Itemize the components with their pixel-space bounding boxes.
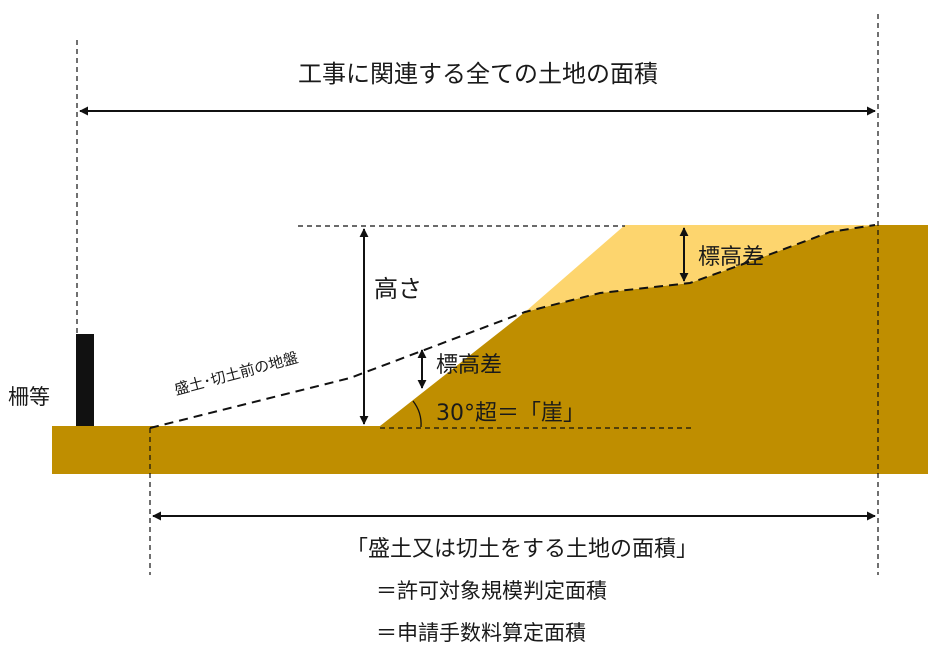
fee-area-label: ＝申請手数料算定面積	[376, 621, 586, 645]
elevation-diff-upper-label: 標高差	[698, 245, 764, 270]
cliff-label: 30°超＝「崖」	[436, 401, 585, 426]
ground-body	[52, 225, 928, 474]
original-ground-label: 盛土･切土前の地盤	[172, 348, 300, 398]
fence-post	[76, 334, 94, 426]
original-ground-line	[149, 224, 876, 429]
work-area-label: 「盛土又は切土をする土地の面積」	[346, 537, 698, 562]
permit-area-label: ＝許可対象規模判定面積	[376, 579, 607, 603]
total-area-label: 工事に関連する全ての土地の面積	[298, 60, 658, 88]
slope-angle-arc	[412, 400, 422, 428]
elevation-diff-lower-label: 標高差	[436, 353, 502, 378]
height-label: 高さ	[374, 275, 422, 303]
fence-label: 柵等	[8, 385, 50, 409]
